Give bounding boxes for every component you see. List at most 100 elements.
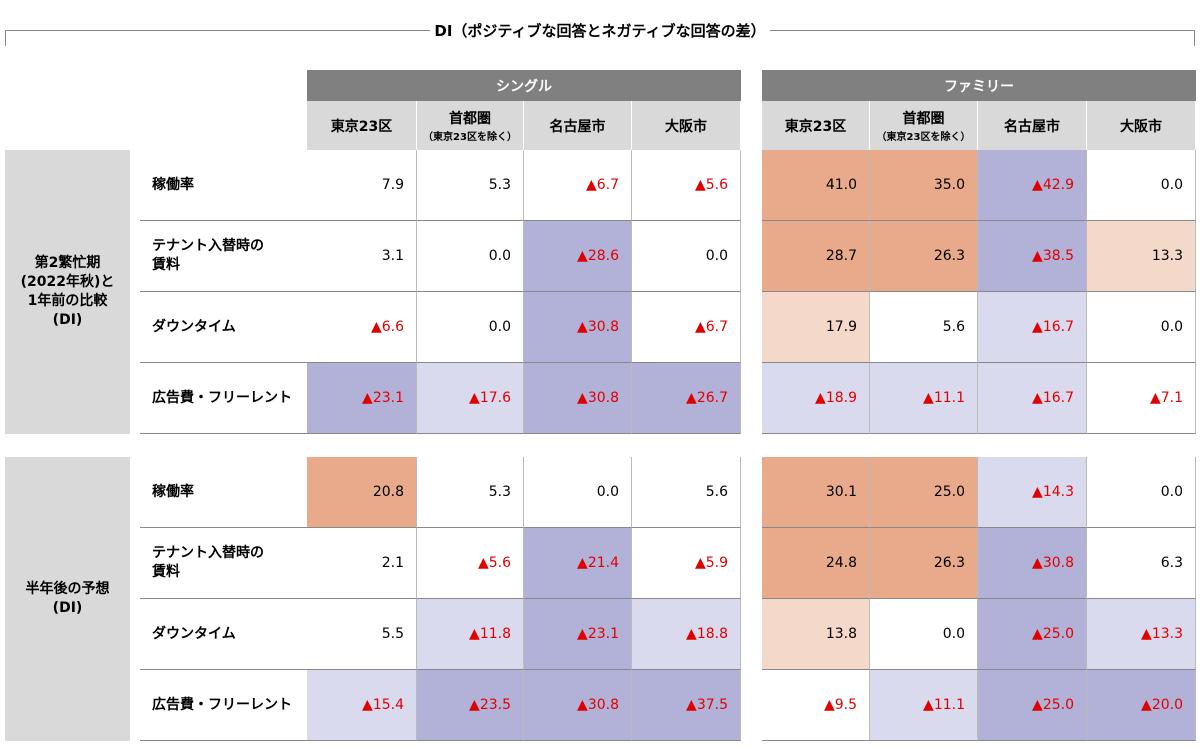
section-label: 半年後の予想 (DI): [5, 457, 130, 741]
column-name: 大阪市: [665, 118, 707, 135]
data-cell: 5.3: [417, 457, 524, 528]
cell-value: 35.0: [933, 177, 965, 193]
group-header: シングル: [307, 70, 741, 101]
cell-value: ▲30.8: [577, 319, 619, 335]
data-cell: 0.0: [524, 457, 632, 528]
data-cell: 7.9: [307, 150, 417, 221]
data-cell: 28.7: [762, 221, 870, 292]
data-cell: 5.3: [417, 150, 524, 221]
cell-value: ▲15.4: [362, 697, 404, 713]
column-name: 東京23区: [330, 118, 393, 135]
column-name: 首都圏: [902, 111, 945, 127]
column-note: （東京23区を除く）: [423, 132, 517, 143]
row-label: 稼働率: [140, 457, 307, 528]
cell-value: ▲5.9: [694, 555, 728, 571]
cell-value: ▲23.5: [469, 697, 511, 713]
cell-value: 5.5: [381, 626, 404, 642]
data-cell: ▲23.1: [524, 599, 632, 670]
cell-value: 13.8: [825, 626, 857, 642]
cell-value: ▲18.8: [686, 626, 728, 642]
column-header: 東京23区: [762, 101, 870, 150]
data-cell: 30.1: [762, 457, 870, 528]
cell-value: ▲38.5: [1032, 248, 1074, 264]
cell-value: 5.3: [488, 484, 511, 500]
cell-value: 41.0: [825, 177, 857, 193]
section-label: 第2繁忙期 (2022年秋)と 1年前の比較 (DI): [5, 150, 130, 434]
data-cell: ▲42.9: [978, 150, 1087, 221]
cell-value: 26.3: [933, 555, 965, 571]
cell-value: 2.1: [381, 555, 404, 571]
cell-value: 0.0: [942, 626, 965, 642]
data-cell: 0.0: [417, 221, 524, 292]
column-name: 東京23区: [784, 118, 847, 135]
data-cell: ▲25.0: [978, 599, 1087, 670]
data-cell: ▲30.8: [524, 363, 632, 434]
row-label: ダウンタイム: [140, 292, 307, 363]
row-label: 広告費・フリーレント: [140, 363, 307, 434]
data-cell: ▲16.7: [978, 292, 1087, 363]
data-cell: 26.3: [870, 528, 978, 599]
cell-value: ▲6.6: [370, 319, 404, 335]
data-cell: 2.1: [307, 528, 417, 599]
cell-value: ▲11.8: [469, 626, 511, 642]
data-cell: ▲11.8: [417, 599, 524, 670]
cell-value: ▲9.5: [823, 697, 857, 713]
data-cell: 0.0: [1087, 457, 1196, 528]
data-cell: ▲37.5: [632, 670, 741, 741]
cell-value: ▲16.7: [1032, 319, 1074, 335]
cell-value: ▲26.7: [686, 390, 728, 406]
cell-value: 0.0: [488, 319, 511, 335]
data-cell: ▲30.8: [978, 528, 1087, 599]
title-box: DI（ポジティブな回答とネガティブな回答の差）: [0, 20, 1200, 41]
data-cell: ▲25.0: [978, 670, 1087, 741]
cell-value: ▲21.4: [577, 555, 619, 571]
data-cell: 41.0: [762, 150, 870, 221]
column-header: 名古屋市: [524, 101, 632, 150]
data-cell: 0.0: [417, 292, 524, 363]
column-note: （東京23区を除く）: [876, 132, 971, 143]
title: DI（ポジティブな回答とネガティブな回答の差）: [430, 22, 770, 40]
cell-value: 30.1: [825, 484, 857, 500]
column-header: 大阪市: [1087, 101, 1196, 150]
cell-value: ▲30.8: [577, 390, 619, 406]
cell-value: 0.0: [1160, 319, 1183, 335]
cell-value: ▲16.7: [1032, 390, 1074, 406]
cell-value: ▲6.7: [585, 177, 619, 193]
cell-value: ▲18.9: [815, 390, 857, 406]
cell-value: 5.6: [705, 484, 728, 500]
data-cell: 5.5: [307, 599, 417, 670]
data-cell: ▲18.9: [762, 363, 870, 434]
data-cell: ▲6.7: [524, 150, 632, 221]
cell-value: 0.0: [488, 248, 511, 264]
data-cell: ▲5.9: [632, 528, 741, 599]
data-cell: 5.6: [632, 457, 741, 528]
cell-value: ▲6.7: [694, 319, 728, 335]
group-header: ファミリー: [762, 70, 1196, 101]
data-cell: 35.0: [870, 150, 978, 221]
data-cell: ▲26.7: [632, 363, 741, 434]
cell-value: ▲25.0: [1032, 626, 1074, 642]
data-cell: ▲17.6: [417, 363, 524, 434]
cell-value: ▲37.5: [686, 697, 728, 713]
data-cell: ▲38.5: [978, 221, 1087, 292]
data-cell: 20.8: [307, 457, 417, 528]
data-cell: ▲11.1: [870, 670, 978, 741]
data-cell: 13.3: [1087, 221, 1196, 292]
data-cell: 24.8: [762, 528, 870, 599]
cell-value: 17.9: [825, 319, 857, 335]
cell-value: ▲13.3: [1141, 626, 1183, 642]
data-cell: ▲16.7: [978, 363, 1087, 434]
row-label: 稼働率: [140, 150, 307, 221]
data-cell: 0.0: [632, 221, 741, 292]
data-cell: ▲6.6: [307, 292, 417, 363]
cell-value: ▲7.1: [1149, 390, 1183, 406]
cell-value: ▲5.6: [694, 177, 728, 193]
column-name: 首都圏: [449, 111, 491, 127]
cell-value: ▲28.6: [577, 248, 619, 264]
cell-value: ▲11.1: [923, 697, 965, 713]
data-cell: ▲30.8: [524, 292, 632, 363]
column-header: 東京23区: [307, 101, 417, 150]
column-header: 首都圏 （東京23区を除く）: [417, 101, 524, 150]
data-cell: ▲5.6: [632, 150, 741, 221]
cell-value: ▲23.1: [362, 390, 404, 406]
